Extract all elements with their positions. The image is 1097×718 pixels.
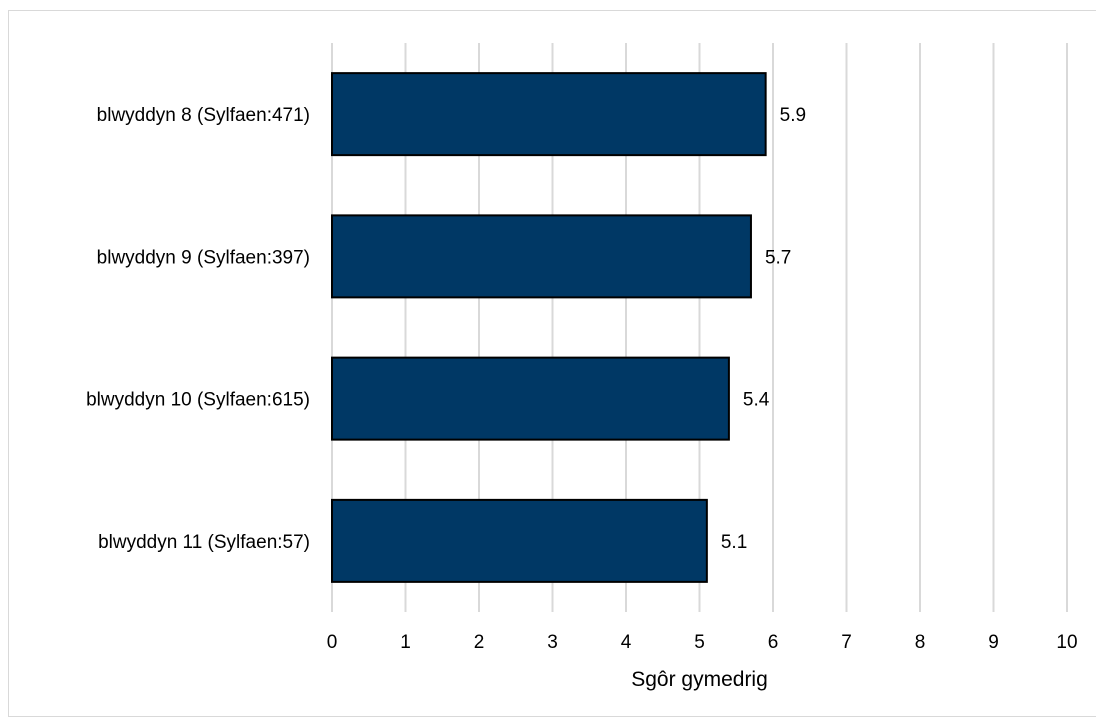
x-tick-label: 3 <box>547 632 558 653</box>
category-labels: blwyddyn 8 (Sylfaen:471) blwyddyn 9 (Sylf… <box>86 105 310 553</box>
x-tick-label: 4 <box>621 632 632 653</box>
bars <box>331 72 767 583</box>
x-tick-label: 0 <box>327 632 338 653</box>
data-label: 5.7 <box>765 247 791 268</box>
bar <box>331 214 752 299</box>
x-tick-label: 10 <box>1056 632 1077 653</box>
x-tick-label: 2 <box>474 632 485 653</box>
x-tick-label: 8 <box>915 632 926 653</box>
category-label: blwyddyn 11 (Sylfaen:57) <box>98 532 310 553</box>
category-label: blwyddyn 8 (Sylfaen:471) <box>97 105 310 126</box>
x-tick-label: 9 <box>988 632 999 653</box>
data-label: 5.9 <box>780 105 806 126</box>
bar <box>331 498 708 583</box>
data-label: 5.1 <box>721 532 747 553</box>
x-tick-label: 1 <box>400 632 411 653</box>
chart-frame <box>8 10 1096 717</box>
data-label: 5.4 <box>743 390 770 411</box>
x-tick-label: 7 <box>841 632 852 653</box>
category-label: blwyddyn 9 (Sylfaen:397) <box>97 247 310 268</box>
bar <box>331 356 730 441</box>
x-tick-label: 6 <box>768 632 779 653</box>
x-tick-label: 5 <box>694 632 705 653</box>
x-axis-title: Sgôr gymedrig <box>631 668 768 691</box>
bar <box>331 72 767 157</box>
data-labels: 5.9 5.7 5.4 5.1 <box>721 105 806 553</box>
x-tick-labels: 0 1 2 3 4 5 6 7 8 9 10 <box>327 632 1078 653</box>
category-label: blwyddyn 10 (Sylfaen:615) <box>86 390 310 411</box>
